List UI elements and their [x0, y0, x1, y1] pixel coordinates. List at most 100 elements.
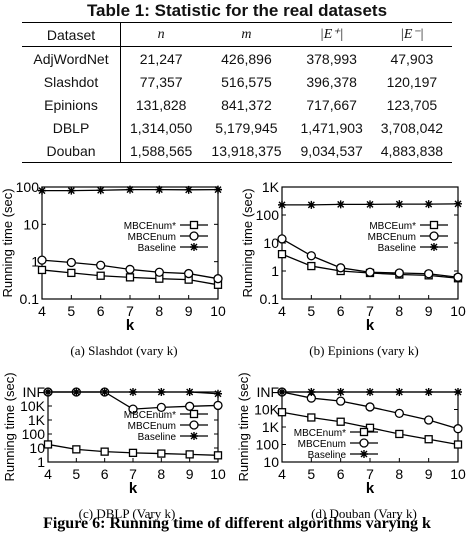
- table-header-row: Dataset n m |E⁺| |E⁻|: [22, 22, 452, 47]
- star-marker: [454, 199, 462, 208]
- x-tick-label: 5: [67, 303, 75, 319]
- star-marker: [100, 388, 109, 396]
- x-tick-label: 9: [425, 303, 433, 319]
- x-tick-label: 5: [307, 466, 315, 482]
- x-tick-label: 8: [157, 466, 165, 482]
- x-tick-label: 7: [366, 466, 374, 482]
- y-tick-label: 1K: [262, 419, 280, 435]
- square-marker: [395, 429, 404, 439]
- x-tick-label: 10: [450, 466, 466, 482]
- legend-circle-marker: [189, 231, 199, 241]
- dataset-name-cell: Slashdot: [22, 70, 121, 93]
- circle-marker: [154, 267, 164, 277]
- x-tick-label: 5: [307, 303, 315, 319]
- header-dataset: Dataset: [22, 22, 121, 47]
- legend-star-marker: [190, 432, 198, 440]
- legend-label: MBCEnum: [128, 421, 176, 432]
- legend-label: MBCEnum: [368, 232, 416, 243]
- legend-label: Baseline: [138, 243, 177, 254]
- star-marker: [96, 186, 105, 195]
- circle-marker: [185, 401, 195, 411]
- x-tick-label: 6: [101, 466, 109, 482]
- y-axis-label: Running time (sec): [236, 372, 251, 481]
- y-tick-label: 1: [271, 263, 279, 279]
- star-marker: [44, 388, 52, 396]
- star-marker: [278, 200, 286, 209]
- table-row: AdjWordNet 21,247 426,896 378,993 47,903: [22, 46, 452, 70]
- table-cell: 841,372: [221, 96, 272, 113]
- subfigure-caption: (d) Douban (Vary k): [311, 506, 417, 521]
- dataset-name-cell: AdjWordNet: [22, 46, 121, 70]
- square-marker: [157, 449, 166, 458]
- square-marker: [424, 435, 433, 444]
- circle-marker: [37, 255, 47, 265]
- circle-marker: [424, 415, 434, 425]
- y-tick-label: 10: [263, 454, 279, 470]
- star-marker: [155, 185, 164, 194]
- table-caption: Table 1: Statistic for the real datasets: [86, 1, 388, 20]
- star-marker: [336, 200, 345, 209]
- y-axis-label: Running time (sec): [0, 188, 15, 297]
- dataset-name-cell: Douban: [22, 139, 121, 163]
- table-cell: 9,034,537: [291, 139, 372, 163]
- x-tick-label: 5: [72, 466, 80, 482]
- x-tick-label: 4: [278, 303, 286, 319]
- x-tick-label: 8: [395, 303, 403, 319]
- chart-a: 0.1 1 10 100 4 5 6 7 8 9 10 k Running time (sec) MBCE…: [0, 179, 226, 358]
- circle-marker: [306, 251, 316, 261]
- circle-marker: [213, 274, 223, 284]
- header-m: m: [201, 22, 292, 47]
- star-marker: [38, 186, 46, 195]
- square-marker: [125, 273, 135, 282]
- star-marker: [184, 185, 193, 194]
- y-tick-label: 10: [23, 216, 39, 232]
- table-cell: 378,993: [306, 50, 357, 67]
- square-marker: [185, 450, 194, 459]
- y-axis-label: Running time (sec): [2, 372, 17, 481]
- star-marker: [307, 388, 316, 396]
- circle-marker: [66, 257, 76, 268]
- legend-circle-marker: [359, 438, 369, 448]
- square-marker: [213, 451, 223, 460]
- circle-marker: [394, 268, 404, 278]
- circle-marker: [184, 268, 194, 279]
- y-tick-label: 1K: [262, 179, 280, 195]
- legend-label: Baseline: [138, 432, 177, 443]
- star-marker: [366, 200, 374, 209]
- legend-circle-marker: [189, 420, 199, 430]
- x-tick-label: 10: [210, 303, 226, 319]
- legend-square-marker: [359, 427, 369, 437]
- legend-label: MBCEnum: [128, 232, 176, 243]
- x-tick-label: 7: [129, 466, 137, 482]
- y-tick-label: 0.1: [20, 291, 40, 307]
- star-marker: [214, 389, 222, 398]
- square-marker: [307, 413, 316, 422]
- star-marker: [278, 388, 286, 396]
- table-cell: 516,575: [221, 73, 272, 90]
- x-tick-label: 6: [337, 303, 345, 319]
- circle-marker: [424, 269, 434, 279]
- table-row: DBLP 1,314,050 5,179,945 1,471,903 3,708,042: [22, 116, 452, 139]
- square-marker: [277, 408, 287, 417]
- table-cell: 4,883,838: [371, 139, 452, 163]
- star-marker: [454, 388, 462, 396]
- legend-label: MBCEnum*: [294, 428, 346, 439]
- circle-marker: [394, 408, 404, 419]
- x-tick-label: 7: [126, 303, 134, 319]
- y-tick-label: 10: [263, 235, 279, 251]
- star-marker: [395, 200, 404, 209]
- figure-caption: Figure 6: Running time of different algo…: [43, 515, 431, 532]
- y-tick-label: 1K: [28, 412, 46, 428]
- table-cell: 1,588,565: [120, 139, 202, 163]
- star-marker: [214, 185, 222, 194]
- y-tick-label: 100: [22, 426, 46, 442]
- x-tick-label: 4: [38, 303, 46, 319]
- x-tick-label: 4: [278, 466, 286, 482]
- legend-star-marker: [190, 243, 198, 251]
- y-axis-label: Running time (sec): [240, 188, 255, 297]
- x-tick-label: 9: [425, 466, 433, 482]
- square-marker: [100, 447, 109, 456]
- table-cell: 1,314,050: [130, 119, 193, 136]
